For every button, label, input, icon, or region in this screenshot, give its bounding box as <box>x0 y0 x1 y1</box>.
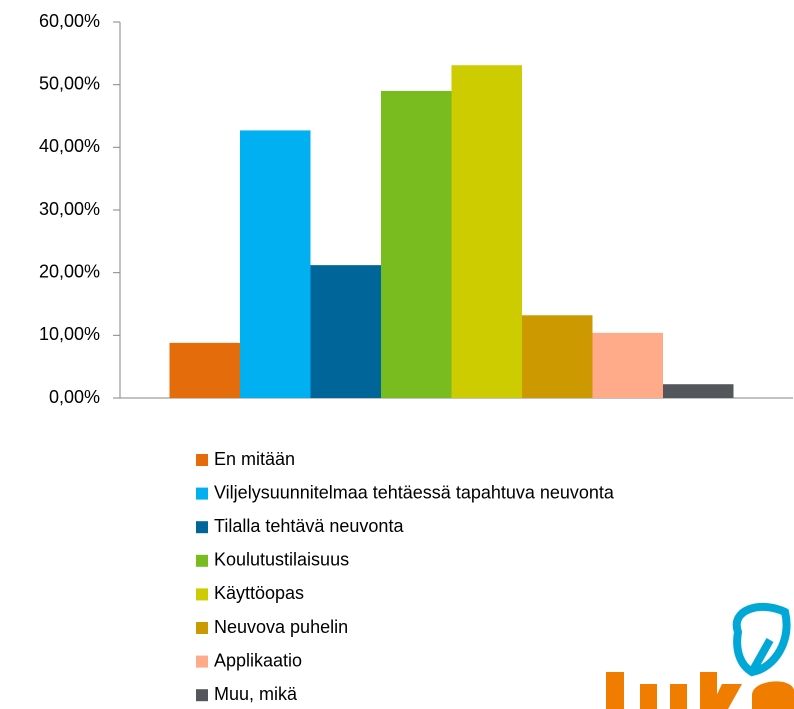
bar <box>240 130 311 398</box>
bar <box>310 265 381 398</box>
legend-swatch <box>196 689 208 702</box>
bar <box>522 315 593 398</box>
logo <box>606 602 794 709</box>
legend-label: Tilalla tehtävä neuvonta <box>214 516 404 536</box>
logo-leaf <box>732 602 791 677</box>
logo-letter <box>640 684 687 709</box>
logo-letter <box>700 672 742 709</box>
legend-label: Käyttöopas <box>214 583 304 603</box>
bar <box>663 384 734 398</box>
y-tick-label: 50,00% <box>39 73 100 93</box>
legend-label: Viljelysuunnitelmaa tehtäessä tapahtuva … <box>214 482 615 502</box>
legend-swatch <box>196 454 208 466</box>
logo-letter <box>752 681 794 709</box>
y-tick-label: 0,00% <box>49 387 100 407</box>
y-tick-label: 60,00% <box>39 11 100 31</box>
legend-swatch <box>196 487 208 500</box>
y-tick-label: 10,00% <box>39 324 100 344</box>
legend-swatch <box>196 588 208 601</box>
bar <box>169 342 240 398</box>
y-tick-label: 40,00% <box>39 136 100 156</box>
legend-swatch <box>196 655 208 668</box>
bar <box>381 90 452 398</box>
legend-swatch <box>196 521 208 534</box>
bar <box>451 65 522 399</box>
legend-swatch <box>196 554 208 567</box>
legend-label: Neuvova puhelin <box>214 617 348 637</box>
legend-swatch <box>196 622 208 634</box>
y-tick-label: 30,00% <box>39 199 100 219</box>
legend-label: En mitään <box>214 449 295 469</box>
legend-label: Applikaatio <box>214 650 302 670</box>
legend-label: Muu, mikä <box>214 684 298 704</box>
bar <box>592 332 663 398</box>
logo-letter <box>606 672 624 709</box>
y-tick-label: 20,00% <box>39 261 100 281</box>
legend-label: Koulutustilaisuus <box>214 550 349 570</box>
